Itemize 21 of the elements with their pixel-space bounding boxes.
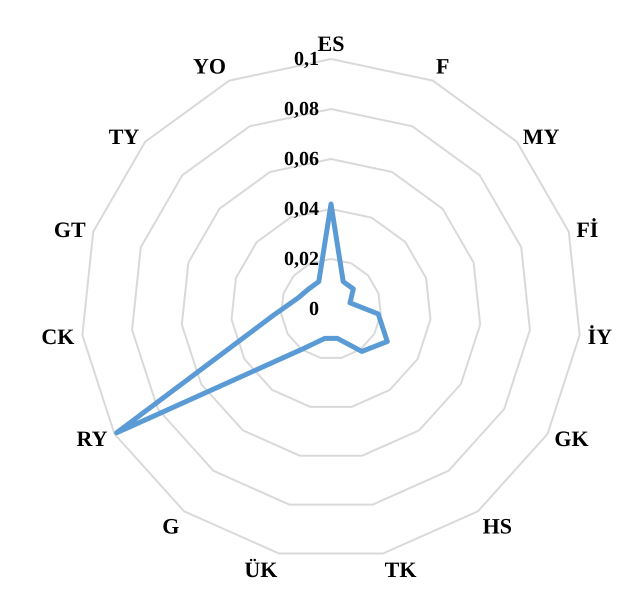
spoke-label: F <box>436 53 450 78</box>
spoke-label: RY <box>76 426 108 451</box>
y-tick-label: 0,08 <box>284 98 319 120</box>
spoke-label: ES <box>318 31 344 56</box>
spoke-label: MY <box>522 124 560 150</box>
y-tick-label: 0,06 <box>284 148 319 170</box>
spoke-label: İY <box>588 324 612 349</box>
spoke-label: GK <box>554 426 589 451</box>
spoke-label: Fİ <box>576 217 598 242</box>
y-tick-label: 0,02 <box>284 248 319 270</box>
spoke-label: TK <box>384 556 416 582</box>
spoke-label: CK <box>41 324 74 349</box>
spoke-label: GT <box>54 217 86 242</box>
spoke-label: YO <box>193 53 226 78</box>
spoke-label: G <box>162 513 180 538</box>
spoke-label: TY <box>108 124 140 150</box>
y-tick-label: 0 <box>309 298 319 320</box>
y-tick-label: 0,04 <box>284 198 319 220</box>
y-tick-label: 0,1 <box>294 48 319 70</box>
spoke-label: HS <box>482 513 512 538</box>
spoke-label: ÜK <box>244 556 278 582</box>
